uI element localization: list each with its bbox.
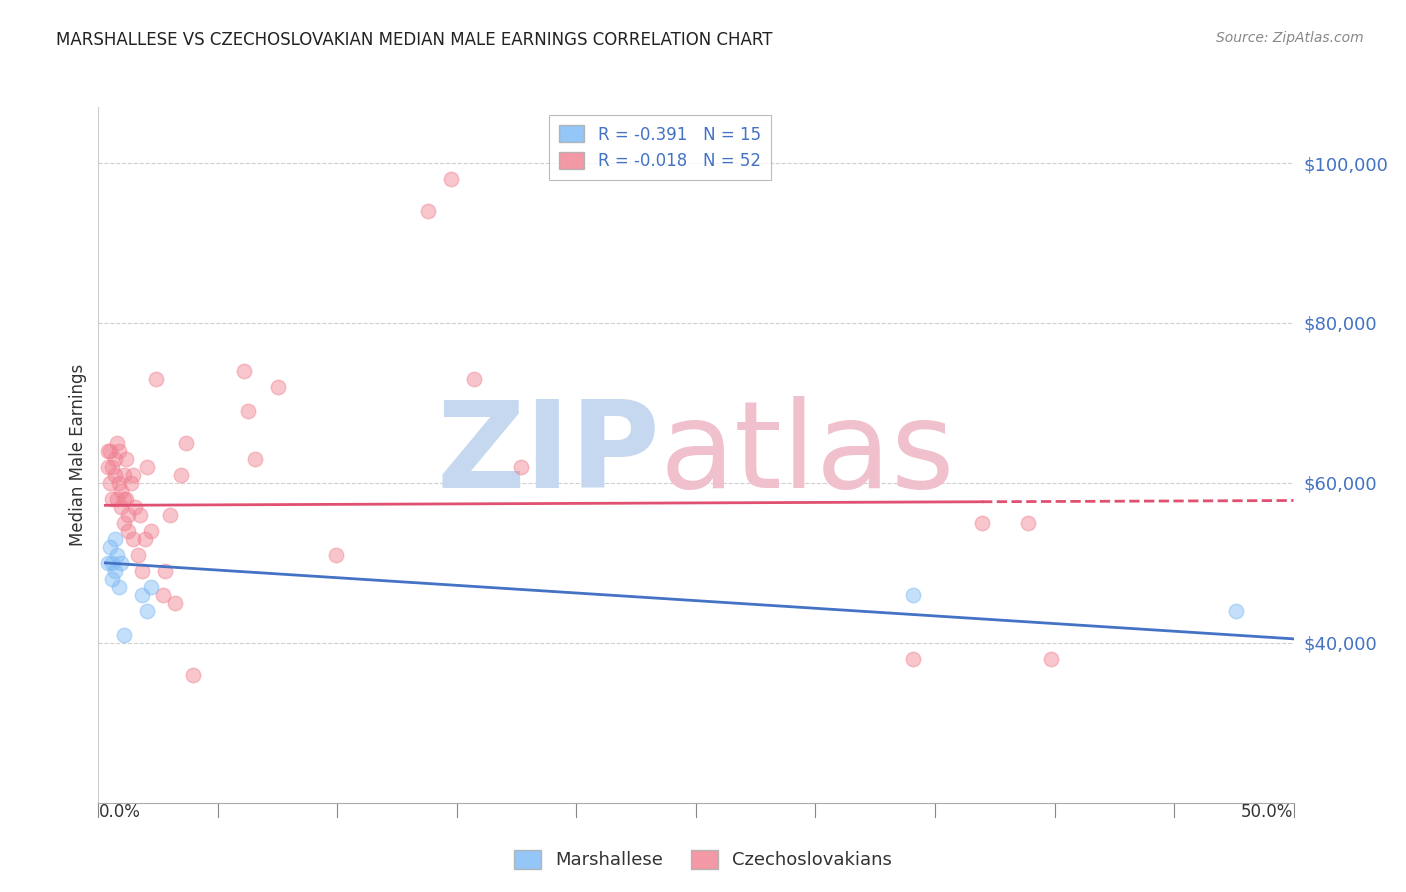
Point: [152, 588, 174, 602]
Point: [117, 524, 139, 538]
Point: [159, 508, 181, 522]
Point: [141, 524, 163, 538]
Point: [163, 596, 186, 610]
Point: [131, 588, 153, 602]
Point: [509, 459, 531, 474]
Point: [110, 483, 132, 498]
Point: [120, 475, 142, 490]
Point: [901, 652, 924, 666]
Point: [238, 404, 260, 418]
Point: [135, 604, 157, 618]
Point: [101, 491, 124, 506]
Legend: R = -0.391   N = 15, R = -0.018   N = 52: R = -0.391 N = 15, R = -0.018 N = 52: [550, 115, 770, 180]
Point: [108, 444, 131, 458]
Point: [145, 372, 167, 386]
Point: [108, 580, 131, 594]
Point: [155, 564, 177, 578]
Text: MARSHALLESE VS CZECHOSLOVAKIAN MEDIAN MALE EARNINGS CORRELATION CHART: MARSHALLESE VS CZECHOSLOVAKIAN MEDIAN MA…: [56, 31, 773, 49]
Point: [131, 564, 153, 578]
Text: atlas: atlas: [661, 396, 956, 514]
Point: [325, 548, 347, 562]
Point: [122, 467, 145, 482]
Point: [97, 556, 120, 570]
Point: [134, 532, 156, 546]
Point: [122, 532, 145, 546]
Point: [112, 467, 135, 482]
Point: [174, 436, 197, 450]
Point: [98, 444, 121, 458]
Point: [105, 491, 128, 506]
Point: [97, 444, 120, 458]
Point: [103, 467, 125, 482]
Point: [103, 451, 125, 466]
Point: [127, 548, 149, 562]
Point: [101, 556, 124, 570]
Point: [108, 475, 131, 490]
Point: [232, 364, 254, 378]
Point: [135, 459, 157, 474]
Point: [98, 475, 121, 490]
Point: [1017, 516, 1039, 530]
Legend: Marshallese, Czechoslovakians: Marshallese, Czechoslovakians: [505, 841, 901, 879]
Point: [1040, 652, 1063, 666]
Point: [970, 516, 993, 530]
Point: [105, 436, 128, 450]
Text: ZIP: ZIP: [436, 396, 661, 514]
Point: [117, 508, 139, 522]
Point: [115, 491, 138, 506]
Point: [245, 451, 267, 466]
Point: [101, 459, 124, 474]
Point: [1225, 604, 1247, 618]
Point: [112, 491, 135, 506]
Point: [463, 372, 485, 386]
Text: 50.0%: 50.0%: [1241, 803, 1294, 821]
Point: [98, 540, 121, 554]
Point: [267, 380, 290, 394]
Point: [97, 459, 120, 474]
Point: [901, 588, 924, 602]
Point: [141, 580, 163, 594]
Point: [110, 556, 132, 570]
Point: [105, 548, 128, 562]
Point: [103, 564, 125, 578]
Text: Source: ZipAtlas.com: Source: ZipAtlas.com: [1216, 31, 1364, 45]
Y-axis label: Median Male Earnings: Median Male Earnings: [69, 364, 87, 546]
Point: [110, 500, 132, 514]
Point: [124, 500, 146, 514]
Point: [440, 172, 463, 186]
Point: [112, 516, 135, 530]
Point: [170, 467, 193, 482]
Point: [129, 508, 152, 522]
Point: [101, 572, 124, 586]
Point: [418, 204, 440, 219]
Text: 0.0%: 0.0%: [98, 803, 141, 821]
Point: [103, 532, 125, 546]
Point: [181, 668, 204, 682]
Point: [115, 451, 138, 466]
Point: [112, 628, 135, 642]
